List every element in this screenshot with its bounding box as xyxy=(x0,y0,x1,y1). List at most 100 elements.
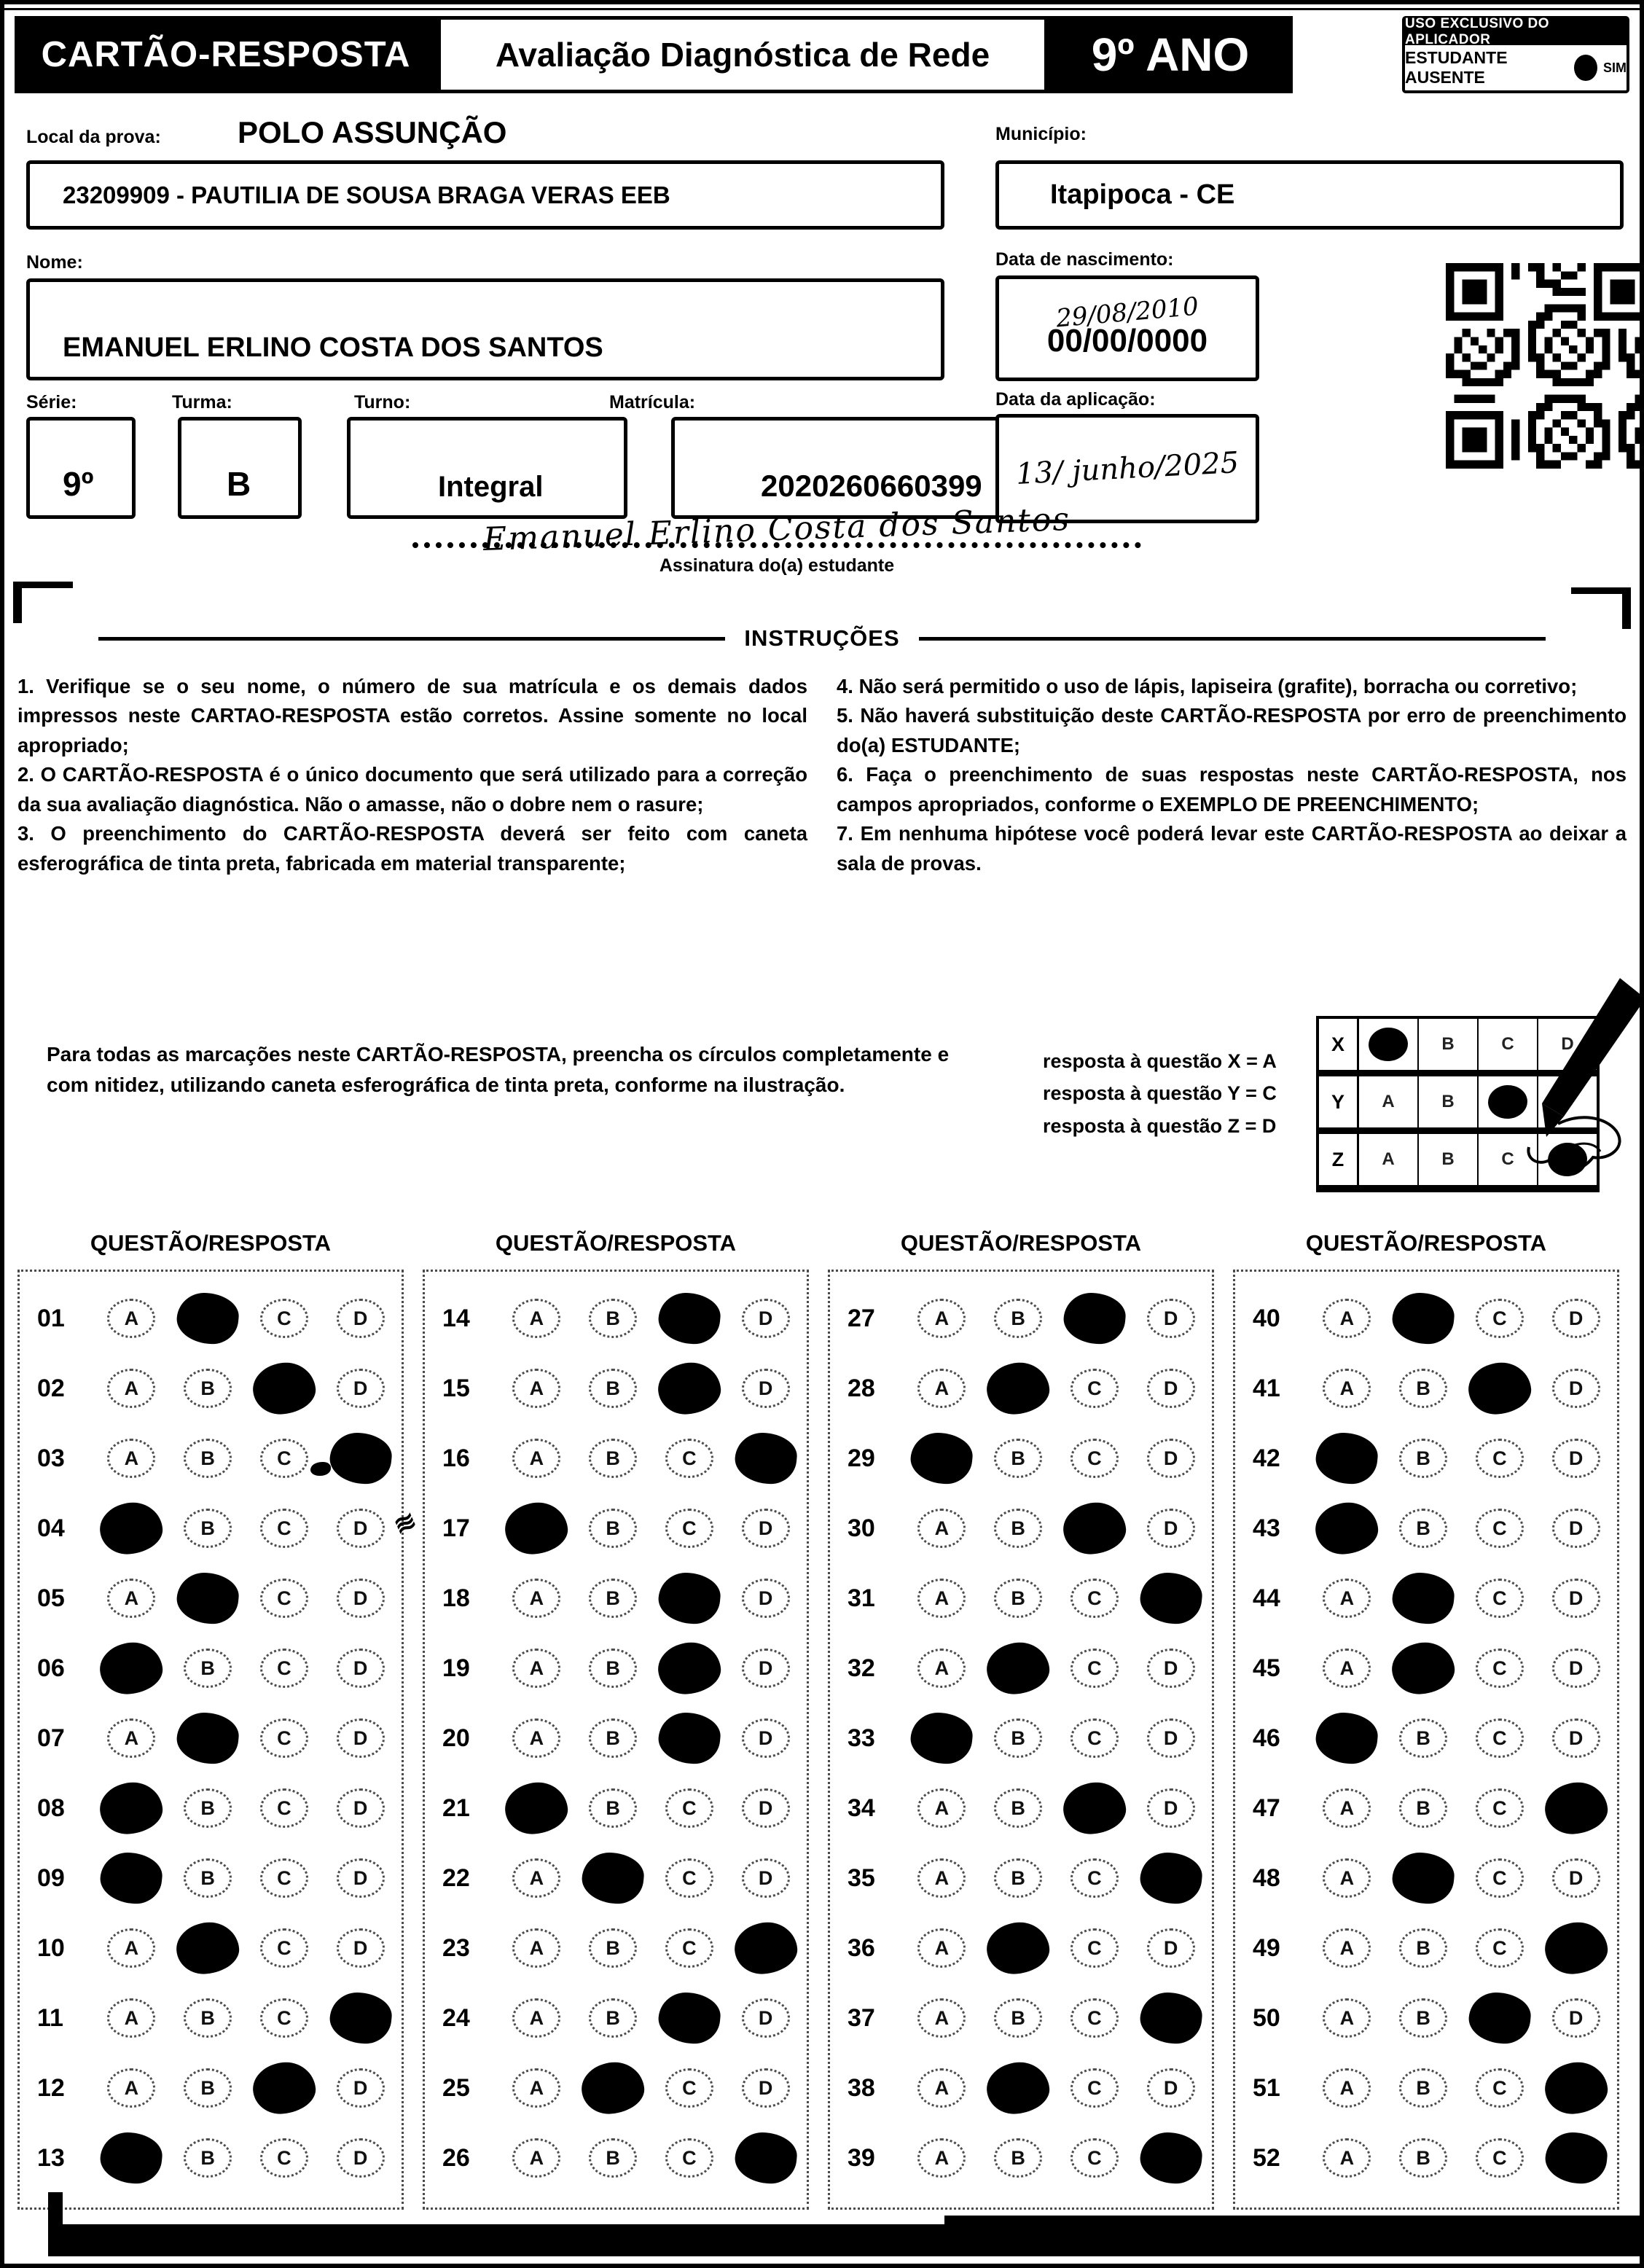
bubble-05-C[interactable]: C xyxy=(259,1579,308,1618)
bubble-11-D[interactable]: D xyxy=(327,1990,394,2046)
bubble-33-D[interactable]: D xyxy=(1146,1718,1195,1758)
bubble-05-B[interactable]: B xyxy=(175,1570,241,1627)
bubble-49-A[interactable]: A xyxy=(1323,1928,1371,1968)
bubble-48-B[interactable]: B xyxy=(1390,1850,1457,1907)
bubble-07-C[interactable]: C xyxy=(259,1718,308,1758)
bubble-46-C[interactable]: C xyxy=(1475,1718,1524,1758)
bubble-06-C[interactable]: C xyxy=(259,1649,308,1688)
bubble-17-A[interactable]: A xyxy=(503,1500,571,1557)
bubble-20-C[interactable]: C xyxy=(656,1710,722,1767)
bubble-34-A[interactable]: A xyxy=(917,1788,966,1828)
bubble-09-D[interactable]: D xyxy=(336,1858,385,1898)
bubble-17-B[interactable]: B xyxy=(589,1509,638,1548)
bubble-24-D[interactable]: D xyxy=(741,1998,790,2038)
bubble-22-D[interactable]: D xyxy=(741,1858,790,1898)
bubble-25-B[interactable]: B xyxy=(579,2060,646,2116)
bubble-51-A[interactable]: A xyxy=(1323,2068,1371,2108)
bubble-16-C[interactable]: C xyxy=(665,1439,713,1478)
bubble-35-A[interactable]: A xyxy=(917,1858,966,1898)
bubble-26-C[interactable]: C xyxy=(665,2138,713,2178)
bubble-22-C[interactable]: C xyxy=(665,1858,713,1898)
bubble-43-A[interactable]: A xyxy=(1313,1500,1381,1557)
bubble-16-D[interactable]: D xyxy=(732,1430,799,1487)
bubble-36-C[interactable]: C xyxy=(1070,1928,1119,1968)
bubble-07-A[interactable]: A xyxy=(107,1718,156,1758)
bubble-50-A[interactable]: A xyxy=(1323,1998,1371,2038)
bubble-39-C[interactable]: C xyxy=(1070,2138,1119,2178)
bubble-10-C[interactable]: C xyxy=(259,1928,308,1968)
bubble-41-D[interactable]: D xyxy=(1551,1369,1600,1408)
bubble-28-C[interactable]: C xyxy=(1070,1369,1119,1408)
bubble-21-B[interactable]: B xyxy=(589,1788,638,1828)
bubble-51-B[interactable]: B xyxy=(1399,2068,1448,2108)
bubble-25-D[interactable]: D xyxy=(741,2068,790,2108)
bubble-34-D[interactable]: D xyxy=(1146,1788,1195,1828)
bubble-19-C[interactable]: C xyxy=(656,1640,723,1697)
bubble-39-A[interactable]: A xyxy=(917,2138,966,2178)
bubble-21-C[interactable]: C xyxy=(665,1788,713,1828)
bubble-07-D[interactable]: D xyxy=(336,1718,385,1758)
bubble-07-B[interactable]: B xyxy=(175,1710,241,1767)
bubble-41-A[interactable]: A xyxy=(1323,1369,1371,1408)
bubble-08-C[interactable]: C xyxy=(259,1788,308,1828)
bubble-31-A[interactable]: A xyxy=(917,1579,966,1618)
bubble-06-A[interactable]: A xyxy=(98,1640,165,1697)
bubble-37-D[interactable]: D xyxy=(1138,1990,1204,2046)
bubble-10-B[interactable]: B xyxy=(174,1920,241,1976)
bubble-50-B[interactable]: B xyxy=(1399,1998,1448,2038)
bubble-11-A[interactable]: A xyxy=(107,1998,156,2038)
bubble-11-C[interactable]: C xyxy=(259,1998,308,2038)
bubble-03-C[interactable]: C xyxy=(259,1439,308,1478)
bubble-29-D[interactable]: D xyxy=(1146,1439,1195,1478)
bubble-03-D[interactable]: D xyxy=(327,1430,394,1487)
bubble-16-A[interactable]: A xyxy=(512,1439,561,1478)
bubble-40-D[interactable]: D xyxy=(1551,1299,1600,1338)
bubble-31-B[interactable]: B xyxy=(994,1579,1043,1618)
bubble-44-D[interactable]: D xyxy=(1551,1579,1600,1618)
bubble-38-A[interactable]: A xyxy=(917,2068,966,2108)
bubble-22-B[interactable]: B xyxy=(580,1850,646,1907)
bubble-45-A[interactable]: A xyxy=(1323,1649,1371,1688)
bubble-20-D[interactable]: D xyxy=(741,1718,790,1758)
bubble-34-B[interactable]: B xyxy=(994,1788,1043,1828)
bubble-25-A[interactable]: A xyxy=(512,2068,561,2108)
bubble-24-C[interactable]: C xyxy=(656,1990,722,2046)
bubble-41-C[interactable]: C xyxy=(1466,1360,1533,1417)
bubble-05-D[interactable]: D xyxy=(336,1579,385,1618)
bubble-08-B[interactable]: B xyxy=(184,1788,232,1828)
bubble-02-D[interactable]: D xyxy=(336,1369,385,1408)
bubble-23-C[interactable]: C xyxy=(665,1928,713,1968)
bubble-16-B[interactable]: B xyxy=(589,1439,638,1478)
bubble-09-A[interactable]: A xyxy=(98,1850,165,1907)
bubble-15-D[interactable]: D xyxy=(741,1369,790,1408)
bubble-04-A[interactable]: A xyxy=(98,1500,165,1557)
bubble-48-C[interactable]: C xyxy=(1475,1858,1524,1898)
bubble-47-C[interactable]: C xyxy=(1475,1788,1524,1828)
bubble-19-A[interactable]: A xyxy=(512,1649,561,1688)
bubble-35-B[interactable]: B xyxy=(994,1858,1043,1898)
bubble-49-B[interactable]: B xyxy=(1399,1928,1448,1968)
bubble-38-B[interactable]: B xyxy=(985,2060,1052,2116)
bubble-01-D[interactable]: D xyxy=(336,1299,385,1338)
bubble-01-A[interactable]: A xyxy=(107,1299,156,1338)
bubble-26-B[interactable]: B xyxy=(589,2138,638,2178)
bubble-18-C[interactable]: C xyxy=(656,1570,722,1627)
bubble-25-C[interactable]: C xyxy=(665,2068,713,2108)
bubble-01-B[interactable]: B xyxy=(175,1290,241,1347)
bubble-48-A[interactable]: A xyxy=(1323,1858,1371,1898)
bubble-24-B[interactable]: B xyxy=(589,1998,638,2038)
bubble-38-D[interactable]: D xyxy=(1146,2068,1195,2108)
bubble-34-C[interactable]: C xyxy=(1061,1780,1128,1837)
bubble-41-B[interactable]: B xyxy=(1399,1369,1448,1408)
bubble-27-C[interactable]: C xyxy=(1061,1290,1127,1347)
bubble-18-B[interactable]: B xyxy=(589,1579,638,1618)
bubble-10-D[interactable]: D xyxy=(336,1928,385,1968)
bubble-09-B[interactable]: B xyxy=(184,1858,232,1898)
bubble-29-B[interactable]: B xyxy=(994,1439,1043,1478)
bubble-43-D[interactable]: D xyxy=(1551,1509,1600,1548)
bubble-06-D[interactable]: D xyxy=(336,1649,385,1688)
bubble-40-A[interactable]: A xyxy=(1323,1299,1371,1338)
bubble-29-A[interactable]: A xyxy=(909,1430,975,1487)
bubble-43-C[interactable]: C xyxy=(1475,1509,1524,1548)
bubble-42-C[interactable]: C xyxy=(1475,1439,1524,1478)
